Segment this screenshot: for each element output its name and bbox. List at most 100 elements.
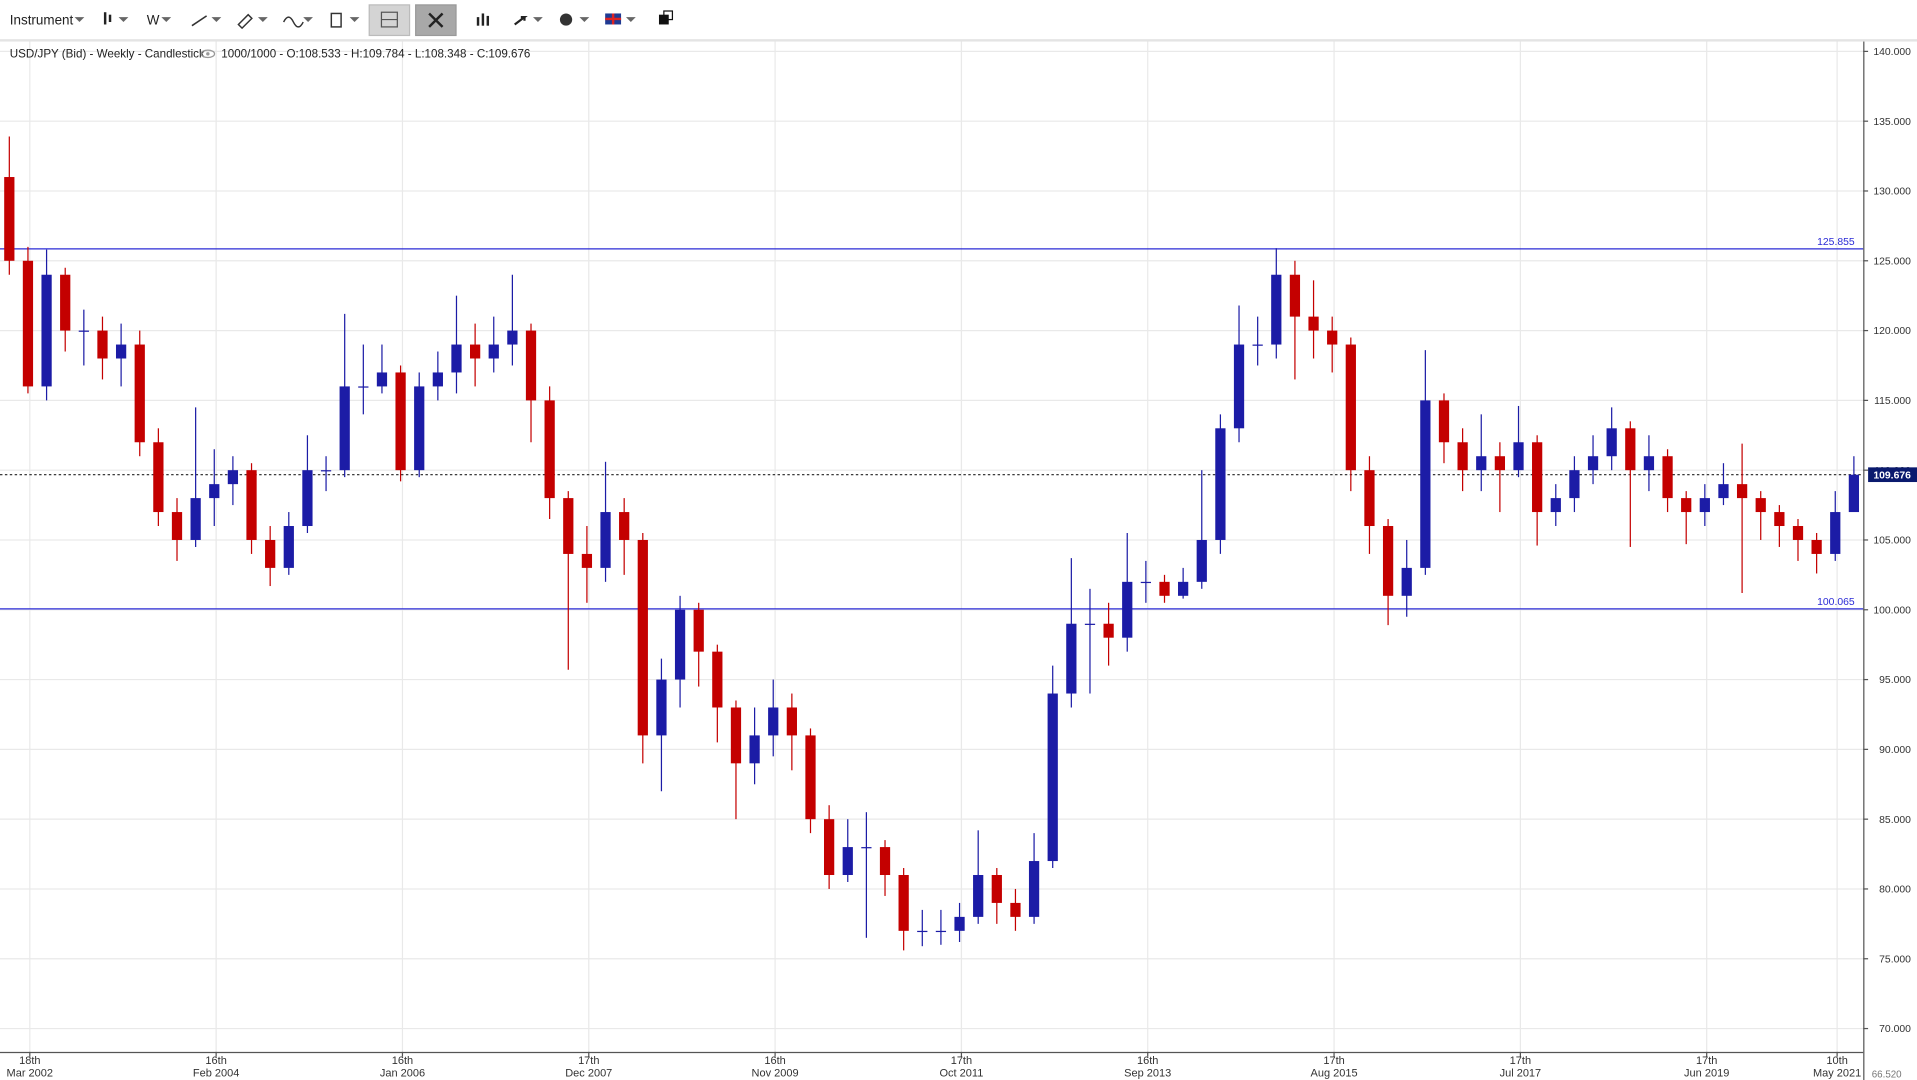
popout-button[interactable] — [658, 10, 674, 25]
candle-body — [432, 372, 443, 387]
settings-menu[interactable] — [559, 13, 590, 26]
line-tool-menu[interactable] — [191, 15, 222, 27]
candle-body — [395, 372, 406, 471]
candle-body — [302, 470, 313, 527]
visibility-icon[interactable] — [200, 49, 216, 59]
interval-menu[interactable]: W — [147, 12, 172, 27]
y-tick-label: 135.000 — [1873, 117, 1911, 128]
candle-body — [1028, 861, 1040, 917]
x-tick-label: Oct 2011 — [940, 1067, 984, 1079]
candle-body — [190, 498, 201, 540]
candle-body — [1289, 274, 1301, 317]
candle-body — [712, 651, 723, 708]
interval-label: W — [147, 12, 160, 27]
y-tick-label: 85.000 — [1879, 815, 1911, 826]
candle-body — [60, 274, 71, 331]
candle-body — [1811, 539, 1822, 554]
candle-body — [824, 819, 835, 876]
y-tick-label: 95.000 — [1879, 675, 1911, 686]
candle-body — [1569, 470, 1580, 499]
x-tick-label: 16th — [1137, 1055, 1158, 1067]
x-tick-label: Aug 2015 — [1311, 1067, 1358, 1079]
y-tick-label: 115.000 — [1874, 396, 1911, 407]
candle-body — [1196, 539, 1207, 582]
candle-body — [320, 470, 332, 472]
x-tick-label: 17th — [1510, 1055, 1531, 1067]
volume-toggle[interactable] — [476, 13, 490, 26]
axes: 70.000 75.000 80.000 85.000 90.000 95.000 100.… — [0, 40, 1917, 1080]
fullscreen-toggle[interactable] — [415, 4, 457, 37]
candle-body — [991, 875, 1002, 903]
indicator-menu[interactable] — [282, 16, 313, 28]
candle-body — [1681, 498, 1692, 513]
candle-body — [469, 344, 481, 359]
candle-body — [358, 386, 369, 388]
candle-body — [879, 847, 891, 876]
candle-body — [730, 707, 742, 764]
candle-body — [1047, 693, 1058, 862]
draw-tool-menu[interactable] — [237, 13, 268, 30]
candle-body — [805, 735, 816, 820]
x-tick-label: Jan 2006 — [380, 1067, 425, 1079]
chart-title: USD/JPY (Bid) - Weekly - Candlestick — [10, 47, 205, 60]
candle-body — [1178, 581, 1189, 596]
candle-body — [283, 526, 294, 568]
candle-body — [1494, 456, 1506, 471]
candle-body — [842, 847, 853, 876]
candle-body — [1233, 344, 1245, 429]
y-tick-label: 140.000 — [1873, 47, 1911, 58]
candle-body — [619, 512, 630, 540]
y-tick-label: 75.000 — [1879, 954, 1911, 965]
candle-body — [898, 875, 909, 931]
arrow-menu[interactable] — [514, 16, 543, 26]
x-tick-label: 16th — [205, 1055, 226, 1067]
x-tick-label: May 2021 — [1813, 1067, 1861, 1079]
x-tick-label: Mar 2002 — [7, 1067, 53, 1079]
candle-body — [227, 470, 239, 485]
candle-body — [1122, 581, 1133, 638]
candle-body — [1327, 330, 1338, 345]
chart-type-menu[interactable] — [103, 12, 129, 25]
candle-body — [954, 916, 965, 931]
candle-body — [1606, 428, 1617, 457]
last-price-box — [1868, 467, 1917, 483]
instrument-label: Instrument — [10, 12, 74, 27]
candle-body — [22, 260, 34, 387]
instrument-menu[interactable]: Instrument — [10, 12, 85, 27]
candle-body — [1066, 623, 1077, 694]
candle-body — [917, 930, 928, 933]
x-tick-label: Jun 2019 — [1684, 1067, 1729, 1079]
x-tick-label: 10th — [1826, 1055, 1847, 1067]
crosshair-toggle[interactable] — [368, 4, 411, 37]
candle-body — [1643, 456, 1655, 471]
delete-menu[interactable] — [330, 12, 360, 28]
candle-body — [1625, 428, 1636, 471]
candle-body — [1513, 442, 1524, 471]
x-tick-label: 17th — [1323, 1055, 1344, 1067]
candle-body — [1718, 484, 1729, 499]
candle-body — [1084, 623, 1096, 625]
y-tick-label: 105.000 — [1873, 536, 1911, 547]
language-menu[interactable] — [605, 13, 636, 25]
x-tick-label: Jul 2017 — [1500, 1067, 1542, 1079]
candle-body — [786, 707, 797, 736]
candle-body — [115, 344, 127, 359]
y-tick-label: 70.000 — [1879, 1024, 1911, 1035]
candle-body — [376, 372, 388, 387]
candle-body — [1345, 344, 1356, 471]
candle-body — [1532, 442, 1543, 513]
candle-body — [1159, 581, 1170, 596]
candle-body — [563, 498, 574, 554]
candle-body — [507, 330, 518, 345]
candle-body — [1830, 512, 1841, 554]
candle-body — [78, 330, 89, 332]
candle-body — [768, 707, 779, 736]
x-tick-label: 18th — [19, 1055, 40, 1067]
candle-body — [4, 177, 15, 261]
candle-body — [1476, 456, 1487, 471]
candle-body — [1755, 498, 1766, 513]
horizontal-lines: 125.855 100.065 — [0, 237, 1864, 610]
candle-body — [246, 470, 257, 540]
candle-body — [544, 400, 555, 499]
